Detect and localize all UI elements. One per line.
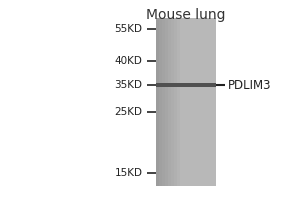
Bar bbox=[159, 18, 162, 186]
Bar bbox=[198, 18, 201, 186]
Bar bbox=[186, 18, 189, 186]
Text: 55KD: 55KD bbox=[115, 24, 142, 34]
Bar bbox=[213, 18, 216, 186]
Bar bbox=[156, 18, 216, 186]
Bar bbox=[177, 18, 180, 186]
Text: 15KD: 15KD bbox=[115, 168, 142, 178]
Bar bbox=[156, 83, 216, 87]
Text: 40KD: 40KD bbox=[115, 56, 142, 66]
Text: 35KD: 35KD bbox=[115, 80, 142, 90]
Bar bbox=[165, 18, 168, 186]
Text: 25KD: 25KD bbox=[115, 107, 142, 117]
Bar bbox=[168, 18, 171, 186]
Bar bbox=[207, 18, 210, 186]
Bar bbox=[183, 18, 186, 186]
Bar bbox=[156, 18, 159, 186]
Bar bbox=[204, 18, 207, 186]
Bar bbox=[201, 18, 204, 186]
Bar bbox=[192, 18, 195, 186]
Bar bbox=[189, 18, 192, 186]
Bar bbox=[195, 18, 198, 186]
Bar bbox=[171, 18, 174, 186]
Bar bbox=[210, 18, 213, 186]
Text: Mouse lung: Mouse lung bbox=[146, 8, 226, 22]
Bar bbox=[180, 18, 183, 186]
Bar bbox=[162, 18, 165, 186]
Bar bbox=[174, 18, 177, 186]
Text: PDLIM3: PDLIM3 bbox=[228, 79, 272, 92]
